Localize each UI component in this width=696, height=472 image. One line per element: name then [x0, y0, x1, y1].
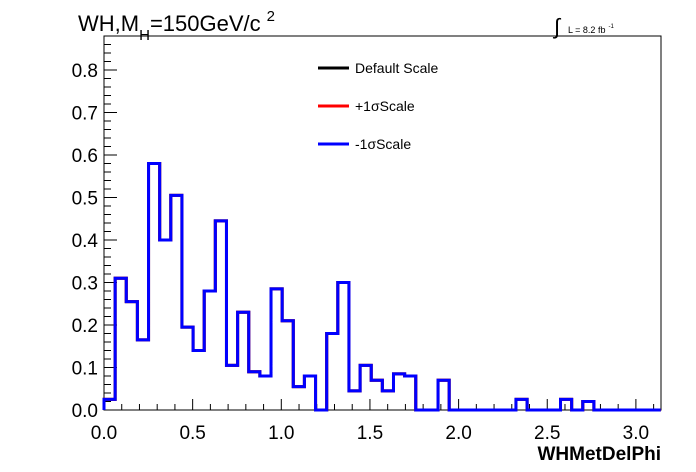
x-axis-title: WHMetDelPhi — [538, 444, 662, 465]
legend-label: -1σScale — [355, 136, 411, 152]
y-tick-label: 0.1 — [72, 359, 98, 380]
title-rest: =150GeV/c — [150, 11, 261, 36]
legend: Default Scale +1σScale -1σScale — [318, 60, 438, 152]
y-tick-label: 0.6 — [72, 146, 98, 167]
y-tick-label: 0.3 — [72, 274, 98, 295]
y-tick-label: 0.7 — [72, 104, 98, 125]
series-line--1-scale — [102, 162, 661, 412]
y-tick-label: 0.0 — [72, 401, 98, 422]
legend-label: +1σScale — [355, 98, 415, 114]
series-layer — [102, 162, 661, 412]
x-tick-label: 0.0 — [91, 423, 117, 444]
y-tick-label: 0.5 — [72, 189, 98, 210]
title-main: WH,M — [78, 11, 139, 36]
integral-symbol: ∫ — [552, 14, 562, 39]
plot-frame — [103, 35, 662, 411]
lumi-superscript: -1 — [608, 24, 614, 30]
series-line--1-scale — [102, 162, 661, 412]
svg-text:L = 8.2 fb-1: L = 8.2 fb -1 — [568, 24, 614, 35]
series-line-default-scale — [102, 162, 661, 412]
x-tick-label: 2.0 — [445, 423, 471, 444]
x-tick-label: 1.0 — [268, 423, 294, 444]
legend-label: Default Scale — [355, 60, 438, 76]
luminosity-annotation: ∫ L = 8.2 fb -1 — [552, 14, 614, 39]
y-tick-label: 0.8 — [72, 61, 98, 82]
title-subscript: H — [139, 27, 150, 44]
x-tick-label: 3.0 — [623, 423, 649, 444]
x-tick-label: 0.5 — [179, 423, 205, 444]
title-superscript: 2 — [267, 8, 275, 25]
x-tick-label: 1.5 — [357, 423, 383, 444]
y-axis: 0.0 0.1 0.2 0.3 0.4 0.5 0.6 0.7 0.8 — [72, 35, 117, 422]
lumi-text: L = 8.2 fb — [568, 25, 605, 35]
chart-title: WH,MH=150GeV/c 2 — [78, 8, 275, 44]
x-tick-label: 2.5 — [534, 423, 560, 444]
x-axis: 0.0 0.5 1.0 1.5 2.0 2.5 3.0 — [91, 399, 655, 444]
y-tick-label: 0.4 — [72, 231, 99, 252]
y-tick-label: 0.2 — [72, 316, 98, 337]
